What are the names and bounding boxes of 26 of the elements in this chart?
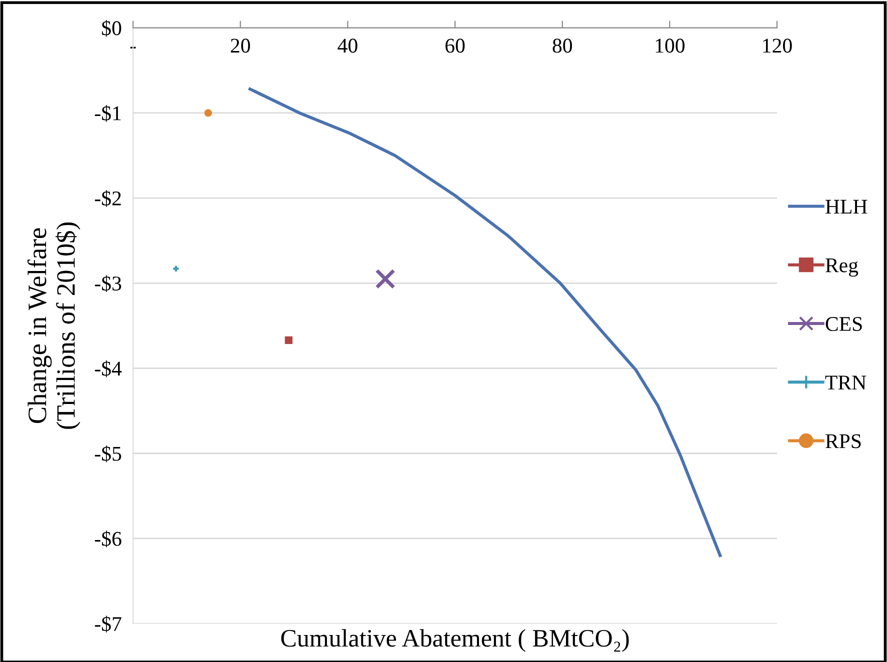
line-series xyxy=(248,88,722,558)
legend-label: HLH xyxy=(826,200,868,214)
x-tick-label: 120 xyxy=(763,38,792,53)
x-axis-title: Cumulative Abatement ( BMtCO₂) xyxy=(281,629,629,652)
legend-label: TRN xyxy=(825,376,866,390)
x-tick-label: 40 xyxy=(338,38,358,53)
point xyxy=(284,336,292,344)
legend-label: Reg xyxy=(826,258,858,277)
point xyxy=(172,264,180,272)
x-tick-label: 80 xyxy=(552,38,572,53)
y-tick-label: -$4 xyxy=(94,360,122,378)
point xyxy=(204,109,212,117)
y-tick-label: -$6 xyxy=(94,530,122,548)
point xyxy=(375,268,396,289)
legend-label: RPS xyxy=(826,434,861,448)
x-tick-label: 20 xyxy=(230,38,250,53)
y-tick-label: -$1 xyxy=(94,105,121,122)
y-tick-label: -$5 xyxy=(94,446,122,462)
y-tick-label: $0 xyxy=(102,20,122,37)
legend-label: CES xyxy=(826,317,862,332)
x-tick-label: 100 xyxy=(656,38,685,53)
y-axis-title: Change in Welfare (Trillions of 2010$) xyxy=(27,222,80,429)
y-tick-label: -$7 xyxy=(94,616,122,632)
y-tick-label: -$2 xyxy=(94,190,121,207)
x-tick-label: 60 xyxy=(446,38,465,53)
y-tick-label: -$3 xyxy=(94,275,122,292)
